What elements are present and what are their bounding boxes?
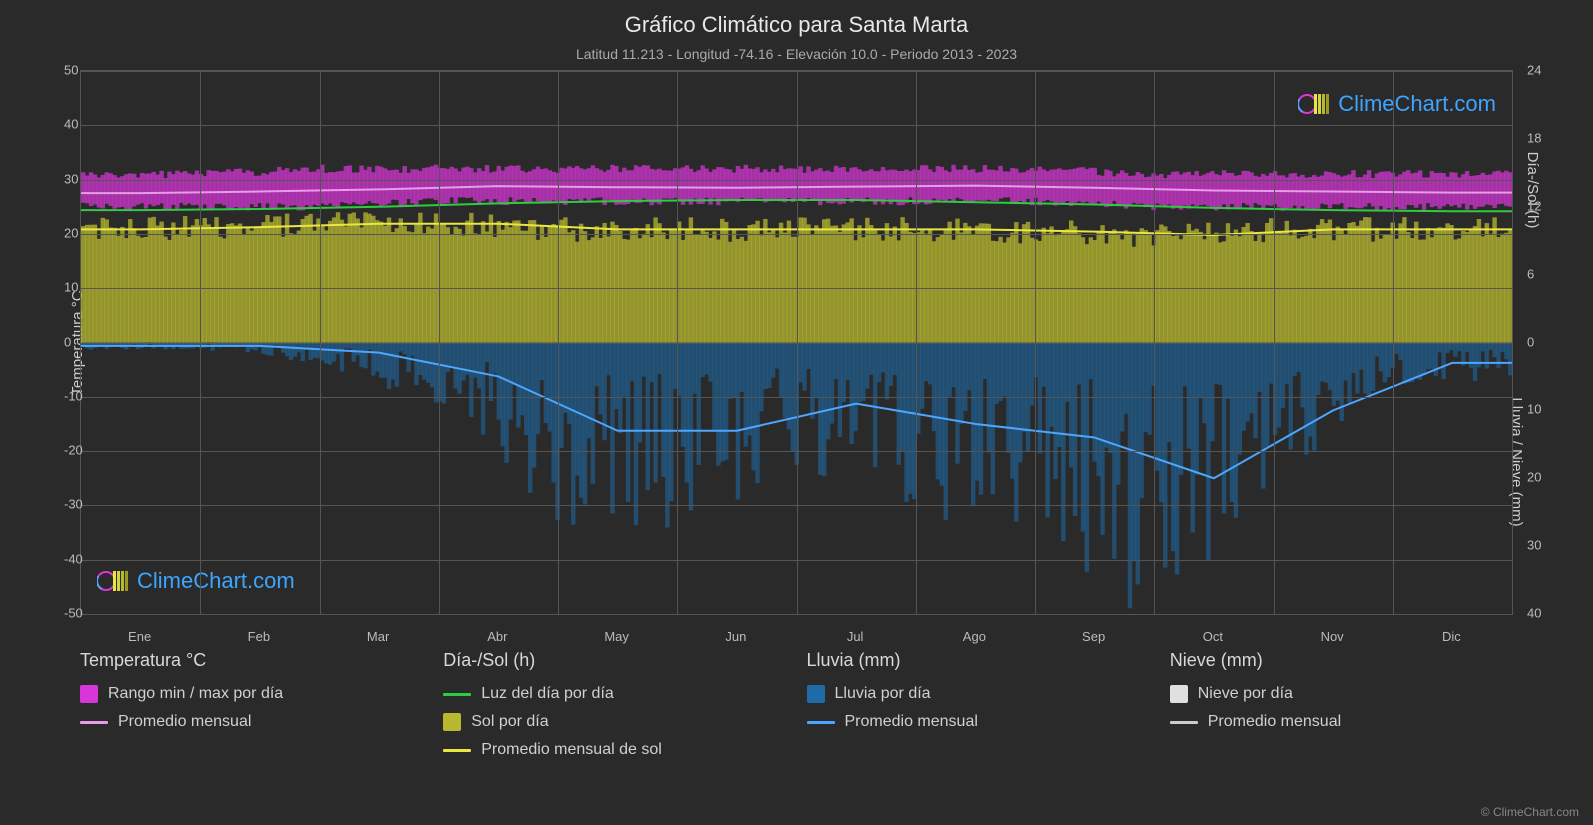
legend-title: Nieve (mm) bbox=[1170, 650, 1513, 671]
legend-swatch bbox=[443, 713, 461, 731]
y-right-top-tick-label: 18 bbox=[1519, 130, 1541, 145]
y-left-tick-label: 30 bbox=[64, 171, 72, 186]
y-right-top-tick-label: 6 bbox=[1519, 266, 1534, 281]
y-left-tick-label: -20 bbox=[64, 443, 72, 458]
legend-col-snow: Nieve (mm) Nieve por día Promedio mensual bbox=[1170, 650, 1513, 759]
x-tick-label: Mar bbox=[367, 621, 389, 644]
y-left-tick-label: 10 bbox=[64, 280, 72, 295]
y-right-top-axis-title: Día-/Sol (h) bbox=[1524, 152, 1541, 229]
chart-subtitle: Latitud 11.213 - Longitud -74.16 - Eleva… bbox=[0, 38, 1593, 62]
legend-label: Lluvia por día bbox=[835, 685, 931, 703]
y-right-top-tick-label: 0 bbox=[1519, 334, 1534, 349]
legend-item: Promedio mensual bbox=[1170, 713, 1513, 731]
x-tick-label: Abr bbox=[487, 621, 507, 644]
legend-title: Día-/Sol (h) bbox=[443, 650, 786, 671]
y-left-tick-label: -40 bbox=[64, 551, 72, 566]
x-tick-label: Jun bbox=[725, 621, 746, 644]
legend-area: Temperatura °C Rango min / max por día Pr… bbox=[80, 650, 1513, 759]
legend-swatch bbox=[1170, 685, 1188, 703]
y-left-tick-label: 0 bbox=[64, 334, 72, 349]
watermark-text: ClimeChart.com bbox=[1338, 91, 1496, 117]
legend-title: Lluvia (mm) bbox=[807, 650, 1150, 671]
watermark-text: ClimeChart.com bbox=[137, 568, 295, 594]
x-tick-label: Oct bbox=[1203, 621, 1223, 644]
legend-label: Promedio mensual bbox=[118, 713, 251, 731]
legend-swatch bbox=[807, 721, 835, 724]
watermark-top: ClimeChart.com bbox=[1298, 91, 1496, 117]
chart-title: Gráfico Climático para Santa Marta bbox=[0, 0, 1593, 38]
legend-swatch bbox=[80, 721, 108, 724]
legend-title: Temperatura °C bbox=[80, 650, 423, 671]
y-right-bottom-tick-label: 20 bbox=[1519, 470, 1541, 485]
legend-item: Rango min / max por día bbox=[80, 685, 423, 703]
legend-item: Lluvia por día bbox=[807, 685, 1150, 703]
x-tick-label: Sep bbox=[1082, 621, 1105, 644]
y-right-bottom-tick-label: 40 bbox=[1519, 606, 1541, 621]
x-tick-label: Ene bbox=[128, 621, 151, 644]
x-tick-label: May bbox=[604, 621, 629, 644]
legend-label: Sol por día bbox=[471, 713, 548, 731]
y-right-top-tick-label: 24 bbox=[1519, 63, 1541, 78]
x-tick-label: Feb bbox=[248, 621, 270, 644]
x-tick-label: Dic bbox=[1442, 621, 1461, 644]
legend-col-daysol: Día-/Sol (h) Luz del día por día Sol por … bbox=[443, 650, 786, 759]
legend-swatch bbox=[443, 749, 471, 752]
legend-item: Promedio mensual bbox=[807, 713, 1150, 731]
y-left-tick-label: -30 bbox=[64, 497, 72, 512]
y-left-tick-label: 20 bbox=[64, 225, 72, 240]
chart-area: Temperatura °C Día-/Sol (h) Lluvia / Nie… bbox=[80, 70, 1513, 615]
x-tick-label: Nov bbox=[1321, 621, 1344, 644]
legend-label: Nieve por día bbox=[1198, 685, 1293, 703]
legend-item: Promedio mensual bbox=[80, 713, 423, 731]
legend-label: Luz del día por día bbox=[481, 685, 614, 703]
legend-swatch bbox=[443, 693, 471, 696]
y-left-tick-label: 40 bbox=[64, 117, 72, 132]
legend-label: Promedio mensual bbox=[845, 713, 978, 731]
legend-swatch bbox=[807, 685, 825, 703]
y-right-bottom-tick-label: 30 bbox=[1519, 538, 1541, 553]
copyright: © ClimeChart.com bbox=[1481, 805, 1579, 819]
plot-area: ClimeChart.com ClimeChart.com bbox=[80, 70, 1513, 615]
legend-item: Nieve por día bbox=[1170, 685, 1513, 703]
legend-item: Promedio mensual de sol bbox=[443, 741, 786, 759]
legend-item: Luz del día por día bbox=[443, 685, 786, 703]
watermark-bottom: ClimeChart.com bbox=[97, 568, 295, 594]
legend-swatch bbox=[1170, 721, 1198, 724]
y-left-tick-label: -50 bbox=[64, 606, 72, 621]
legend-col-rain: Lluvia (mm) Lluvia por día Promedio mensu… bbox=[807, 650, 1150, 759]
legend-col-temp: Temperatura °C Rango min / max por día Pr… bbox=[80, 650, 423, 759]
legend-label: Promedio mensual de sol bbox=[481, 741, 662, 759]
legend-label: Rango min / max por día bbox=[108, 685, 283, 703]
y-left-tick-label: 50 bbox=[64, 63, 72, 78]
legend-item: Sol por día bbox=[443, 713, 786, 731]
y-right-bottom-tick-label: 10 bbox=[1519, 402, 1541, 417]
logo-icon bbox=[97, 570, 131, 592]
x-tick-label: Jul bbox=[847, 621, 864, 644]
logo-icon bbox=[1298, 93, 1332, 115]
legend-swatch bbox=[80, 685, 98, 703]
y-right-top-tick-label: 12 bbox=[1519, 198, 1541, 213]
x-tick-label: Ago bbox=[963, 621, 986, 644]
legend-label: Promedio mensual bbox=[1208, 713, 1341, 731]
y-left-tick-label: -10 bbox=[64, 388, 72, 403]
